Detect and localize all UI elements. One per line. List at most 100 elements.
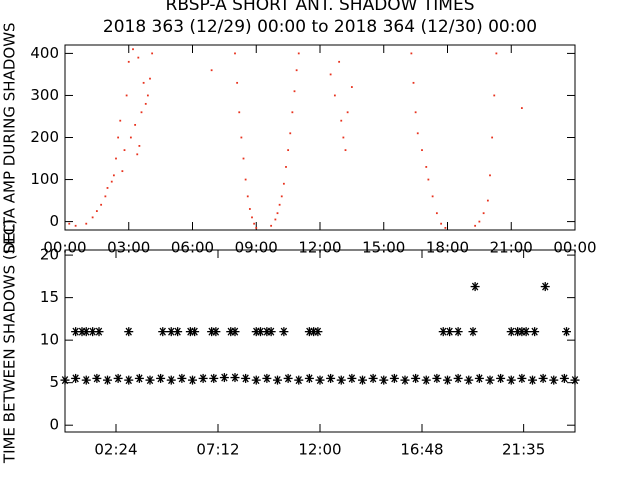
dot-point: [91, 216, 94, 219]
dot-point: [478, 220, 481, 223]
asterisk-point: [470, 282, 480, 292]
dot-point: [414, 111, 417, 114]
dot-point: [136, 153, 139, 156]
asterisk-point: [71, 327, 81, 337]
x-tick-label: 02:24: [94, 441, 137, 459]
dot-point: [115, 157, 117, 160]
asterisk-point: [326, 373, 336, 383]
asterisk-point: [453, 373, 463, 383]
asterisk-point: [336, 375, 346, 385]
dot-point: [144, 102, 147, 105]
y-tick-label: 0: [49, 212, 59, 230]
x-tick-label: 16:48: [400, 441, 443, 459]
dot-point: [140, 111, 143, 114]
dot-point: [350, 86, 353, 88]
dot-point: [127, 60, 130, 63]
dot-point: [137, 56, 140, 59]
dot-point: [68, 222, 71, 225]
y-tick-label: 10: [40, 331, 59, 349]
asterisk-point: [379, 375, 389, 385]
asterisk-point: [445, 327, 455, 337]
dot-point: [435, 212, 438, 215]
dot-point: [234, 52, 236, 55]
asterisk-point: [496, 373, 506, 383]
dot-point: [142, 81, 145, 84]
dot-point: [342, 136, 345, 139]
dot-point: [274, 218, 277, 221]
asterisk-point: [358, 375, 367, 385]
y-tick-label: 5: [49, 373, 59, 391]
x-tick-label: 00:00: [43, 239, 86, 257]
dot-point: [276, 212, 279, 215]
asterisk-point: [570, 375, 580, 385]
asterisk-point: [506, 375, 516, 385]
dot-point: [270, 224, 273, 227]
dot-point: [117, 136, 120, 139]
dot-point: [134, 123, 137, 126]
asterisk-point: [124, 327, 134, 337]
asterisk-point: [443, 375, 452, 385]
x-tick-label: 09:00: [235, 239, 278, 257]
dot-point: [495, 52, 498, 55]
asterisk-point: [211, 327, 221, 337]
asterisk-point: [315, 375, 325, 385]
dot-point: [282, 182, 285, 185]
chart-subtitle: 2018 363 (12/29) 00:00 to 2018 364 (12/3…: [103, 17, 537, 37]
dot-point: [132, 48, 134, 51]
dot-point: [95, 210, 98, 212]
y-tick-label: 200: [30, 128, 59, 146]
asterisk-point: [530, 327, 540, 337]
dot-point: [427, 178, 430, 181]
asterisk-point: [177, 373, 187, 383]
dot-point: [482, 212, 485, 215]
asterisk-point: [71, 373, 81, 383]
asterisk-point: [304, 373, 314, 383]
asterisk-point: [538, 373, 548, 383]
dot-point: [106, 187, 109, 189]
asterisk-point: [389, 373, 399, 383]
asterisk-point: [156, 373, 166, 383]
asterisk-point: [219, 373, 229, 383]
dot-point: [421, 149, 423, 152]
asterisk-point: [432, 373, 442, 383]
dot-point: [149, 77, 151, 80]
dot-point: [85, 222, 88, 225]
asterisk-point: [400, 375, 410, 385]
asterisk-point: [528, 375, 537, 385]
dot-point: [493, 94, 496, 97]
dot-point: [119, 119, 122, 122]
y-tick-label: 400: [30, 44, 59, 62]
x-tick-label: 18:00: [426, 239, 469, 257]
dot-point: [123, 149, 126, 152]
dot-point: [444, 226, 447, 229]
x-tick-label: 21:00: [490, 239, 533, 257]
dot-point: [121, 170, 124, 173]
dot-point: [210, 69, 213, 72]
asterisk-point: [166, 327, 176, 337]
dot-point: [238, 111, 241, 114]
asterisk-point: [411, 373, 421, 383]
dot-point: [125, 94, 128, 97]
asterisk-point: [92, 373, 102, 383]
dot-point: [329, 73, 332, 76]
dot-point: [491, 136, 494, 139]
dot-point: [291, 111, 294, 114]
asterisk-point: [485, 375, 495, 385]
asterisk-point: [81, 375, 91, 385]
dot-point: [112, 174, 115, 177]
asterisk-point: [468, 327, 478, 337]
asterisk-point: [158, 327, 168, 337]
x-tick-label: 15:00: [362, 239, 405, 257]
x-tick-label: 00:00: [553, 239, 596, 257]
dot-point: [248, 208, 251, 210]
asterisk-point: [209, 373, 219, 383]
y-axis-label: DELTA AMP DURING SHADOWS: [1, 22, 19, 253]
asterisk-point: [103, 375, 112, 385]
asterisk-point: [464, 375, 474, 385]
asterisk-point: [188, 375, 197, 385]
asterisk-point: [94, 327, 104, 337]
dot-point: [340, 119, 343, 122]
dot-point: [297, 52, 300, 55]
x-tick-label: 07:12: [196, 441, 239, 459]
